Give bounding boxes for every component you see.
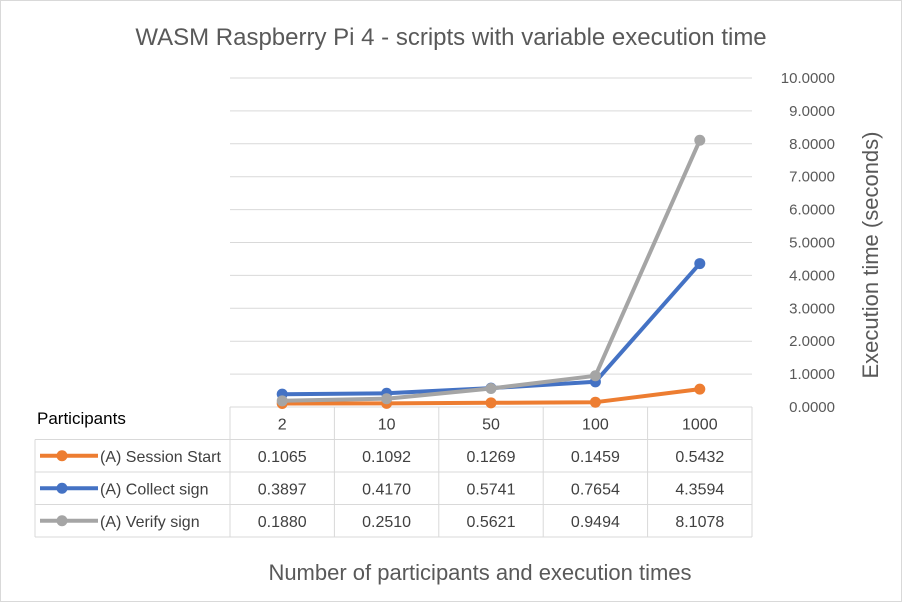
y-tick-label: 9.0000 bbox=[789, 103, 835, 120]
data-point bbox=[485, 397, 497, 409]
data-point bbox=[381, 393, 393, 405]
x-category-label: 50 bbox=[482, 416, 500, 433]
data-label: 0.1880 bbox=[258, 514, 307, 531]
data-point bbox=[694, 258, 706, 270]
data-point bbox=[694, 383, 706, 395]
y-tick-label: 7.0000 bbox=[789, 169, 835, 186]
x-axis-label: Number of participants and execution tim… bbox=[268, 560, 691, 585]
data-label: 0.5621 bbox=[467, 514, 516, 531]
y-tick-label: 8.0000 bbox=[789, 136, 835, 153]
y-tick-label: 1.0000 bbox=[789, 366, 835, 383]
x-category-label: 1000 bbox=[682, 416, 718, 433]
data-point bbox=[589, 396, 601, 408]
y-tick-label: 2.0000 bbox=[789, 333, 835, 350]
data-point bbox=[589, 370, 601, 382]
data-label: 0.5741 bbox=[467, 481, 516, 498]
data-label: 0.7654 bbox=[571, 481, 620, 498]
table-header-label: Participants bbox=[37, 409, 126, 428]
data-label: 0.2510 bbox=[362, 514, 411, 531]
data-label: 0.3897 bbox=[258, 481, 307, 498]
chart-title: WASM Raspberry Pi 4 - scripts with varia… bbox=[135, 24, 766, 51]
y-tick-label: 3.0000 bbox=[789, 300, 835, 317]
data-label: 0.9494 bbox=[571, 514, 620, 531]
data-point bbox=[694, 134, 706, 146]
legend-label: (A) Collect sign bbox=[100, 481, 208, 498]
y-tick-label: 6.0000 bbox=[789, 202, 835, 219]
data-label: 0.1269 bbox=[467, 449, 516, 466]
data-point bbox=[485, 383, 497, 395]
data-label: 0.1092 bbox=[362, 449, 411, 466]
legend-label: (A) Verify sign bbox=[100, 514, 200, 531]
legend-marker bbox=[56, 515, 68, 527]
data-label: 0.1459 bbox=[571, 449, 620, 466]
legend-marker bbox=[56, 450, 68, 462]
y-axis-label: Execution time (seconds) bbox=[858, 132, 883, 379]
x-category-label: 10 bbox=[378, 416, 396, 433]
y-tick-label: 5.0000 bbox=[789, 235, 835, 252]
y-axis-ticks: 0.0000 1.0000 2.0000 3.0000 4.0000 5.0000 6.00… bbox=[781, 70, 835, 416]
data-label: 0.5432 bbox=[675, 449, 724, 466]
gridlines bbox=[230, 77, 752, 375]
y-tick-label: 4.0000 bbox=[789, 267, 835, 284]
data-label: 0.4170 bbox=[362, 481, 411, 498]
y-tick-label: 10.0000 bbox=[781, 70, 835, 87]
data-label: 8.1078 bbox=[675, 514, 724, 531]
y-tick-label: 0.0000 bbox=[789, 399, 835, 416]
legend-label: (A) Session Start bbox=[100, 449, 221, 466]
legend-marker bbox=[56, 482, 68, 494]
data-point bbox=[276, 395, 288, 407]
x-category-label: 2 bbox=[278, 416, 287, 433]
data-label: 4.3594 bbox=[675, 481, 724, 498]
series-lines bbox=[276, 134, 706, 409]
data-label: 0.1065 bbox=[258, 449, 307, 466]
x-category-label: 100 bbox=[582, 416, 609, 433]
